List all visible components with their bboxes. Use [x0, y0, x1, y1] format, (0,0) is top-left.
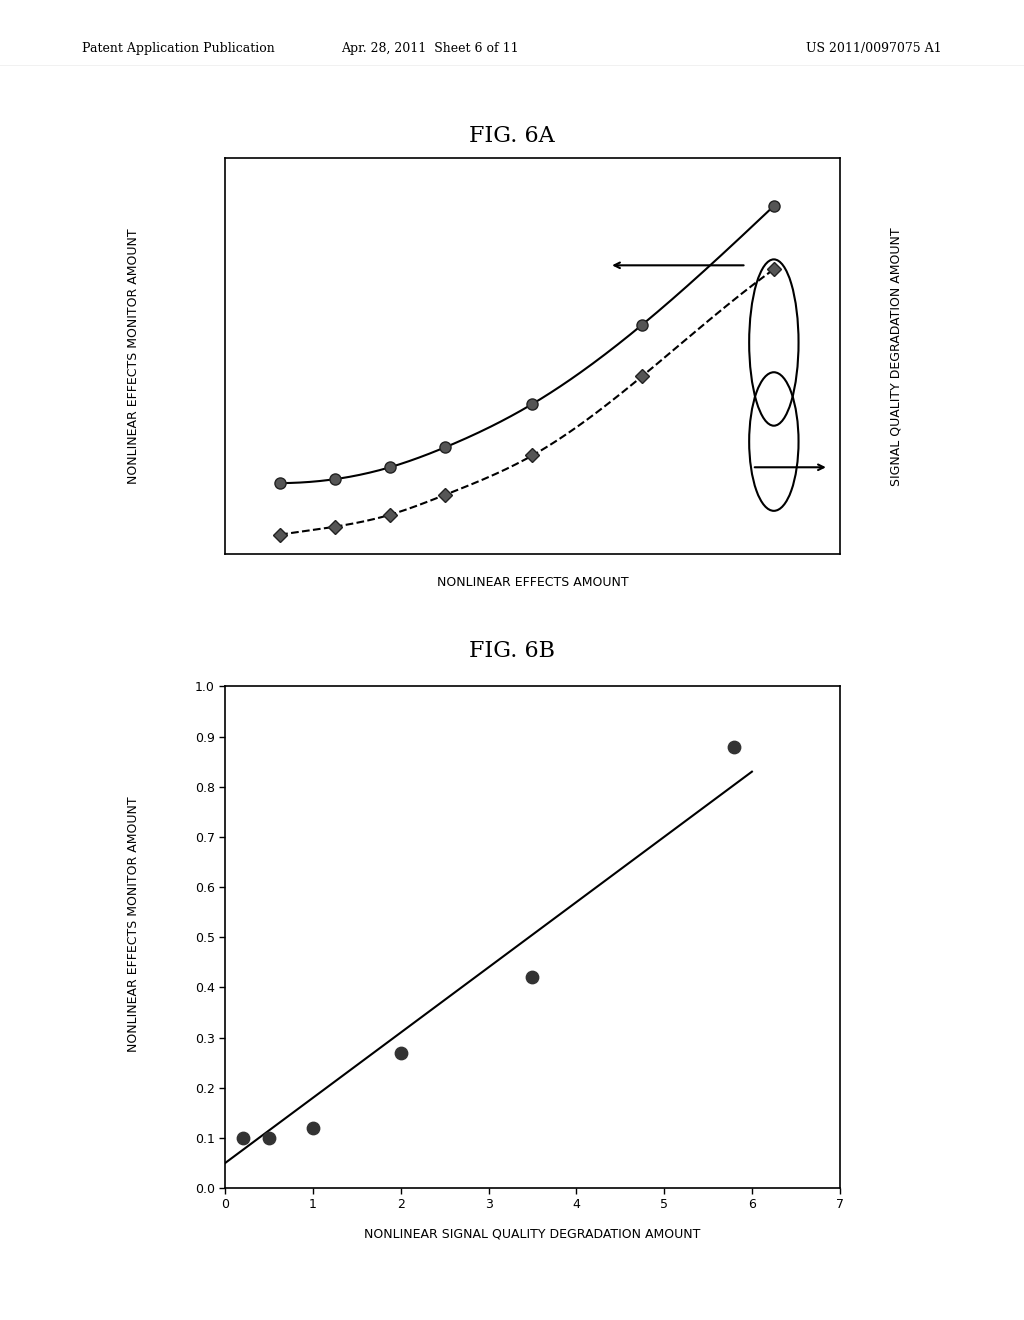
- Text: FIG. 6B: FIG. 6B: [469, 640, 555, 663]
- Text: NONLINEAR EFFECTS AMOUNT: NONLINEAR EFFECTS AMOUNT: [436, 576, 629, 589]
- Point: [234, 1127, 251, 1148]
- Text: Apr. 28, 2011  Sheet 6 of 11: Apr. 28, 2011 Sheet 6 of 11: [341, 42, 519, 55]
- Text: NONLINEAR EFFECTS MONITOR AMOUNT: NONLINEAR EFFECTS MONITOR AMOUNT: [127, 228, 139, 484]
- Text: SIGNAL QUALITY DEGRADATION AMOUNT: SIGNAL QUALITY DEGRADATION AMOUNT: [890, 227, 902, 486]
- Point: [305, 1117, 322, 1138]
- Text: US 2011/0097075 A1: US 2011/0097075 A1: [807, 42, 942, 55]
- Text: FIG. 6A: FIG. 6A: [469, 125, 555, 148]
- Text: NONLINEAR EFFECTS MONITOR AMOUNT: NONLINEAR EFFECTS MONITOR AMOUNT: [127, 796, 139, 1052]
- Point: [392, 1041, 409, 1063]
- Point: [726, 737, 742, 758]
- Point: [524, 966, 541, 987]
- Text: NONLINEAR SIGNAL QUALITY DEGRADATION AMOUNT: NONLINEAR SIGNAL QUALITY DEGRADATION AMO…: [365, 1228, 700, 1241]
- Text: Patent Application Publication: Patent Application Publication: [82, 42, 274, 55]
- Point: [261, 1127, 278, 1148]
